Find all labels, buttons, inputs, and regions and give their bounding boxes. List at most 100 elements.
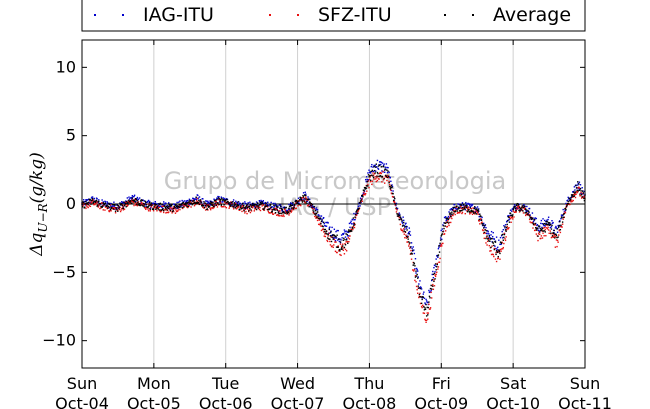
data-point — [503, 242, 505, 245]
data-point — [371, 170, 374, 172]
data-point — [147, 199, 150, 202]
data-point — [114, 212, 117, 214]
data-point — [244, 208, 247, 210]
data-point — [176, 207, 178, 209]
data-point — [422, 293, 425, 295]
data-point — [485, 236, 488, 238]
data-point — [305, 198, 308, 200]
data-point — [97, 201, 99, 204]
data-point — [536, 229, 538, 231]
data-point — [89, 200, 91, 202]
data-point — [572, 199, 574, 202]
data-point — [371, 169, 374, 172]
data-point — [272, 213, 275, 215]
data-point — [157, 208, 159, 210]
data-point — [490, 230, 493, 233]
data-point — [327, 222, 329, 224]
data-point — [267, 205, 270, 207]
data-point — [277, 205, 279, 207]
data-point — [378, 178, 380, 180]
data-point — [583, 190, 586, 193]
data-point — [278, 215, 281, 217]
data-point — [290, 208, 292, 210]
data-point — [413, 249, 415, 251]
data-point — [102, 201, 104, 203]
data-point — [524, 214, 527, 217]
data-point — [549, 230, 552, 232]
data-point — [98, 205, 100, 207]
data-point — [388, 181, 390, 184]
data-point — [192, 200, 194, 202]
data-point — [243, 208, 245, 210]
data-point — [306, 205, 309, 207]
data-point — [288, 203, 290, 206]
data-point — [311, 207, 314, 210]
data-point — [445, 221, 447, 224]
data-point — [124, 202, 127, 205]
data-point — [580, 194, 583, 196]
data-point — [195, 200, 198, 202]
data-point — [340, 239, 342, 241]
data-point — [495, 251, 497, 254]
data-point — [466, 206, 469, 208]
data-point — [528, 211, 530, 213]
data-point — [461, 202, 464, 204]
data-point — [349, 235, 351, 237]
data-point — [126, 203, 128, 206]
data-point — [426, 306, 428, 309]
data-point — [263, 208, 265, 211]
data-point — [433, 264, 436, 266]
data-point — [120, 209, 122, 211]
data-point — [140, 201, 143, 204]
data-point — [319, 223, 321, 226]
data-point — [567, 196, 569, 199]
data-point — [415, 267, 418, 270]
data-point — [491, 241, 494, 243]
data-point — [582, 190, 584, 192]
data-point — [374, 172, 376, 174]
data-point — [514, 211, 516, 213]
data-point — [397, 213, 399, 215]
data-point — [442, 225, 445, 227]
data-point — [94, 203, 96, 206]
data-point — [283, 206, 286, 208]
data-point — [476, 208, 478, 210]
data-point — [264, 205, 267, 208]
data-point — [559, 228, 562, 231]
data-point — [125, 201, 127, 204]
data-point — [308, 205, 310, 208]
data-point — [85, 199, 87, 201]
data-point — [532, 227, 534, 229]
data-point — [305, 193, 307, 195]
data-point — [453, 206, 456, 208]
series-average — [81, 163, 586, 317]
data-point — [377, 167, 379, 170]
data-point — [404, 228, 406, 230]
data-point — [392, 193, 394, 195]
data-point — [334, 235, 336, 237]
data-point — [509, 214, 511, 217]
data-point — [434, 274, 436, 276]
data-point — [330, 236, 332, 238]
data-point — [514, 205, 516, 208]
data-point — [561, 214, 564, 217]
data-point — [429, 308, 431, 310]
data-point — [162, 211, 165, 214]
data-point — [385, 163, 388, 165]
data-point — [244, 207, 247, 209]
data-point — [178, 207, 180, 209]
data-point — [118, 208, 121, 211]
data-point — [172, 209, 174, 212]
data-point — [128, 199, 130, 202]
data-point — [537, 235, 539, 237]
data-point — [442, 230, 444, 233]
data-point — [303, 200, 305, 202]
data-point — [418, 287, 420, 289]
data-point — [254, 207, 257, 209]
data-point — [517, 205, 519, 208]
data-point — [465, 205, 467, 207]
data-point — [272, 202, 275, 205]
data-point — [532, 220, 535, 223]
data-point — [339, 250, 341, 252]
data-point — [214, 202, 216, 205]
